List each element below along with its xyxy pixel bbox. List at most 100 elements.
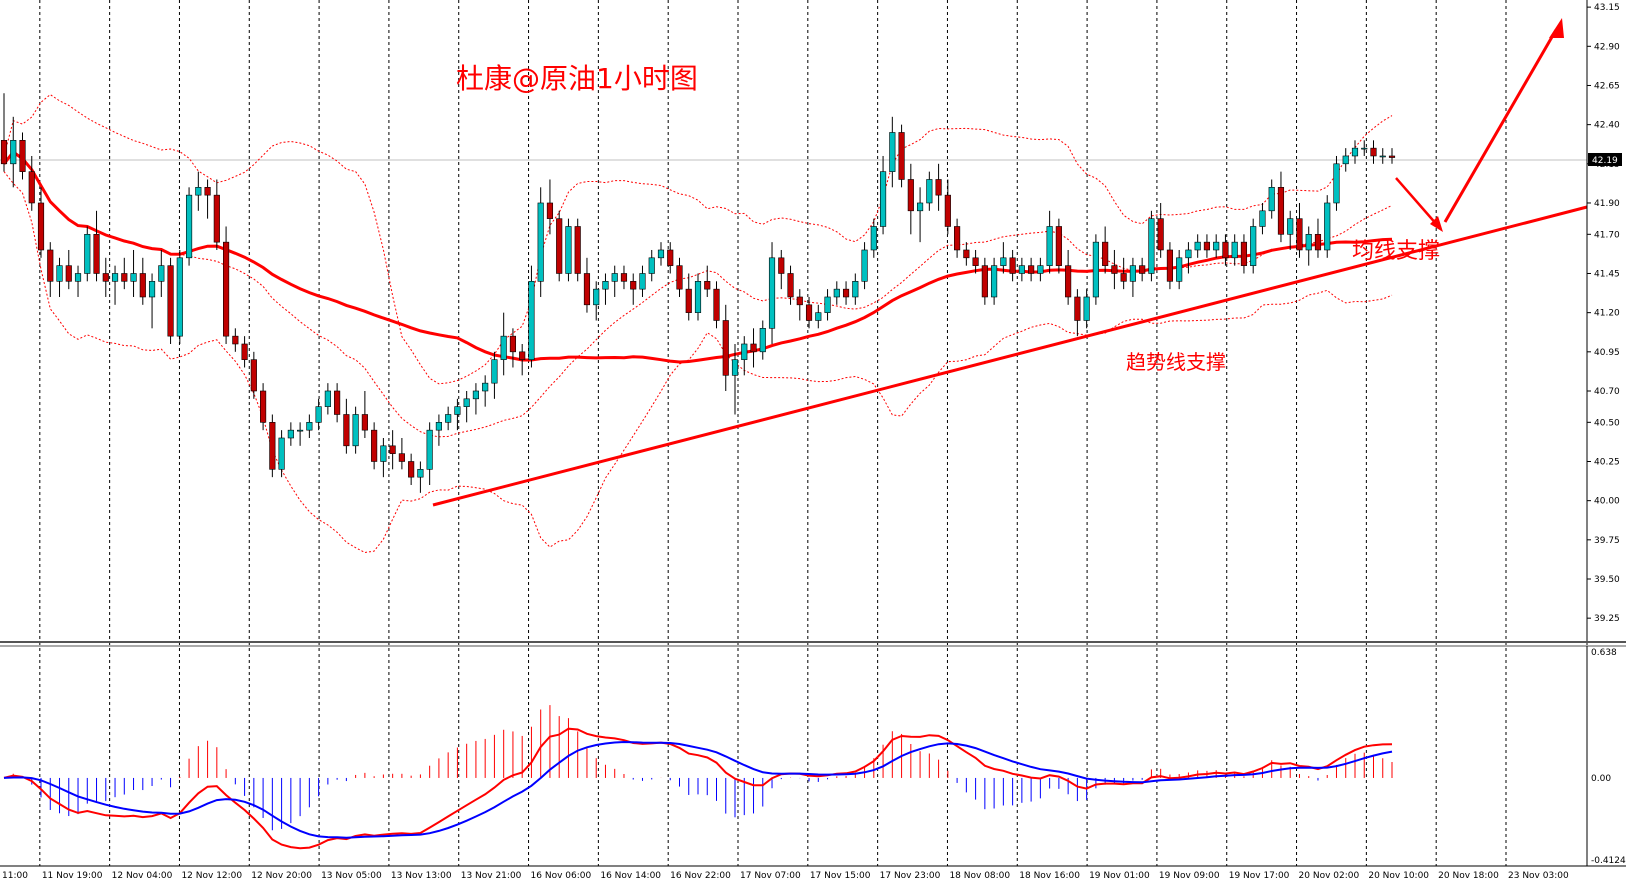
candle-body: [121, 273, 128, 282]
candle: [1370, 140, 1377, 164]
candle-body: [565, 226, 572, 274]
candle: [537, 187, 544, 297]
price-tick-label: 41.45: [1594, 269, 1620, 279]
price-tick-label: 41.90: [1594, 199, 1620, 209]
candle-body: [482, 382, 489, 392]
candle: [500, 312, 507, 376]
candle: [583, 257, 591, 313]
candle: [334, 383, 341, 423]
time-label: 19 Nov 17:00: [1229, 871, 1290, 881]
candle: [981, 257, 988, 305]
candle-body: [1055, 226, 1062, 266]
candle-body: [842, 288, 850, 298]
candle: [676, 257, 683, 297]
candle: [232, 328, 239, 352]
candle: [805, 296, 813, 329]
candle-body: [870, 226, 877, 251]
candle-body: [546, 202, 554, 219]
time-label: 17 Nov 07:00: [740, 871, 801, 881]
candle-body: [676, 265, 683, 290]
candle: [10, 116, 17, 188]
price-tick-label: 43.15: [1594, 3, 1620, 13]
candle-body: [185, 194, 193, 259]
candle: [1176, 249, 1183, 290]
candle-body: [297, 429, 304, 432]
candle-body: [963, 249, 970, 259]
candle-body: [1305, 234, 1312, 251]
candle: [1055, 218, 1062, 274]
candle: [472, 383, 479, 415]
candle: [639, 265, 646, 297]
trendline: [432, 205, 1588, 507]
candle-body: [176, 257, 183, 337]
price-axis: 43.1542.9042.6542.4042.1541.9041.7041.45…: [1587, 3, 1620, 624]
candle-body: [195, 187, 202, 196]
candle: [1213, 234, 1220, 258]
macd-tick-label: 0.638: [1591, 648, 1617, 658]
candle: [65, 249, 72, 290]
candle-body: [426, 429, 433, 470]
candle-body: [1351, 147, 1359, 157]
candle: [713, 281, 720, 329]
candle-body: [556, 218, 563, 274]
candle-body: [1157, 218, 1164, 251]
candle: [824, 289, 831, 321]
candle: [602, 273, 609, 305]
candle: [1194, 234, 1201, 258]
candle: [380, 437, 387, 478]
candle-body: [648, 257, 655, 274]
candle-body: [574, 226, 581, 274]
candle-body: [972, 257, 979, 266]
candle-body: [334, 390, 341, 415]
candle-body: [148, 281, 156, 298]
candle-body: [583, 273, 591, 306]
candle: [842, 281, 850, 305]
candle: [223, 226, 230, 344]
candle: [1139, 257, 1146, 282]
time-label: 13 Nov 13:00: [391, 871, 452, 881]
candle: [694, 273, 702, 321]
candle: [704, 265, 711, 297]
candle: [167, 257, 174, 344]
candle: [482, 375, 489, 407]
candle-body: [1074, 296, 1081, 321]
candle-body: [954, 226, 961, 251]
candle-body: [408, 461, 415, 478]
candle: [1000, 242, 1007, 274]
candle-body: [1314, 234, 1322, 251]
candle: [454, 398, 461, 431]
candle-body: [1277, 187, 1285, 235]
time-label: 12 Nov 20:00: [251, 871, 312, 881]
candle: [93, 210, 100, 282]
candle-body: [1129, 265, 1136, 282]
price-tick-label: 41.70: [1594, 230, 1620, 240]
candle-body: [1259, 210, 1266, 227]
candle: [833, 281, 840, 305]
time-label: 18 Nov 08:00: [949, 871, 1010, 881]
candle: [1231, 234, 1238, 266]
bollinger-bands: [3, 93, 1393, 554]
candle-body: [722, 320, 729, 376]
candle-body: [685, 288, 692, 313]
candle-body: [223, 241, 230, 337]
candle: [1028, 257, 1035, 282]
candle-body: [417, 469, 424, 478]
candle-body: [361, 414, 368, 431]
candle: [1314, 218, 1322, 258]
candle-body: [833, 288, 840, 298]
candle-body: [158, 265, 165, 282]
price-tick-label: 42.65: [1594, 81, 1620, 91]
candle: [1333, 155, 1340, 211]
candle: [315, 398, 322, 431]
candle-body: [537, 202, 544, 282]
candle-body: [731, 359, 739, 376]
candle: [972, 249, 979, 274]
time-label: 11 Nov 19:00: [42, 871, 103, 881]
candle-body: [759, 328, 766, 353]
candle-body: [1194, 241, 1201, 251]
time-label: 16 Nov 22:00: [670, 871, 731, 881]
candle-body: [926, 179, 933, 204]
candle: [84, 226, 91, 282]
candle-body: [1342, 155, 1349, 165]
candle: [611, 265, 618, 297]
